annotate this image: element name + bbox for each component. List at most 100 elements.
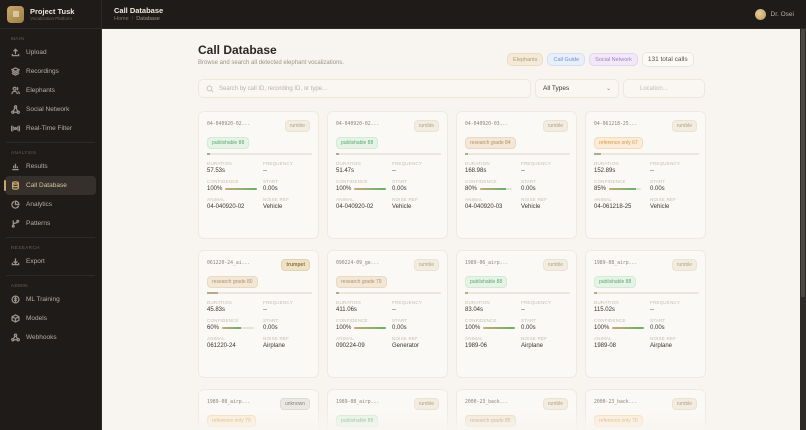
breadcrumb: Home / Database xyxy=(114,15,160,22)
call-card[interactable]: 1989-08_airp... rumble publishable 88 DURAT… xyxy=(585,250,706,378)
confidence-label: CONFIDENCE xyxy=(465,179,497,184)
brain-icon xyxy=(11,295,20,304)
search-icon xyxy=(206,85,214,93)
duration-value: 45.83s xyxy=(207,307,226,313)
call-card[interactable]: 04-040920-02... rumble publishable 88 DURAT… xyxy=(198,111,319,239)
main-area: Call Database Home / Database Dr. Osei Cal… xyxy=(102,0,806,430)
breadcrumb-current: Database xyxy=(136,15,160,22)
search-input[interactable]: Search by call ID, recording ID, or type… xyxy=(198,79,531,98)
duration-label: DURATION xyxy=(336,300,361,305)
location-input[interactable]: Location... xyxy=(623,79,705,98)
users-icon xyxy=(11,86,20,95)
sidebar-item-social-network[interactable]: Social Network xyxy=(5,100,96,119)
call-card[interactable]: 090224-09_ge... rumble research grade 79 DU… xyxy=(327,250,448,378)
confidence-label: CONFIDENCE xyxy=(207,318,239,323)
sidebar-item-label: Results xyxy=(26,163,48,170)
sidebar-item-call-database[interactable]: Call Database xyxy=(4,176,96,195)
duration-value: 57.53s xyxy=(207,168,226,174)
confidence-bar xyxy=(354,327,387,329)
section-label-analysis: ANALYSIS xyxy=(11,150,37,155)
scrollbar[interactable] xyxy=(800,29,806,430)
box-icon xyxy=(11,314,20,323)
duration-label: DURATION xyxy=(465,161,490,166)
call-card[interactable]: 061220-24_ai... trumpet research grade 80 D… xyxy=(198,250,319,378)
radio-icon xyxy=(11,124,20,133)
confidence-label: CONFIDENCE xyxy=(594,179,626,184)
call-type-badge: rumble xyxy=(671,398,697,410)
start-label: START xyxy=(392,318,408,323)
call-type-badge: rumble xyxy=(413,398,439,410)
frequency-value: -- xyxy=(650,307,654,313)
start-label: START xyxy=(521,179,537,184)
avatar xyxy=(754,8,766,20)
type-filter-select[interactable]: All Types ⌄ xyxy=(535,79,619,98)
quality-grade-badge: publishable 88 xyxy=(465,276,508,288)
sidebar-item-patterns[interactable]: Patterns xyxy=(5,214,96,233)
sidebar-item-label: Models xyxy=(26,315,47,322)
elephants-link[interactable]: Elephants xyxy=(507,53,544,66)
call-card[interactable]: 04-040920-02... rumble publishable 88 DURAT… xyxy=(327,111,448,239)
confidence-bar xyxy=(480,188,513,190)
confidence-bar xyxy=(225,188,258,190)
user-menu[interactable]: Dr. Osei xyxy=(754,8,794,20)
sidebar-item-models[interactable]: Models xyxy=(5,309,96,328)
confidence-bar xyxy=(609,188,642,190)
sidebar-item-webhooks[interactable]: Webhooks xyxy=(5,328,96,347)
noise-ref-value: Vehicle xyxy=(263,204,283,210)
call-fields: DURATION 57.53s FREQUENCY -- CONFIDENCE 100% S… xyxy=(207,161,313,211)
noise-ref-label: NOISE REF xyxy=(650,336,677,341)
quality-bar xyxy=(336,153,441,155)
quality-grade-badge: research grade 79 xyxy=(336,276,387,288)
social-network-link[interactable]: Social Network xyxy=(589,53,638,66)
sidebar-item-results[interactable]: Results xyxy=(5,157,96,176)
webhook-icon xyxy=(11,333,20,342)
sidebar-item-label: Export xyxy=(26,258,45,265)
frequency-value: -- xyxy=(263,168,267,174)
duration-value: 51.47s xyxy=(336,168,355,174)
call-card[interactable]: 04-061218-25... rumble reference only 67 DU… xyxy=(585,111,706,239)
frequency-label: FREQUENCY xyxy=(521,300,552,305)
call-card[interactable]: 1989-08_airp... rumble publishable 88 xyxy=(327,389,448,430)
sidebar-item-real-time-filter[interactable]: Real-Time Filter xyxy=(5,119,96,138)
noise-ref-value: Airplane xyxy=(521,343,544,349)
call-card[interactable]: 1989-08_airp... unknown reference only 70 xyxy=(198,389,319,430)
duration-label: DURATION xyxy=(207,300,232,305)
frequency-value: -- xyxy=(392,168,396,174)
sidebar-item-recordings[interactable]: Recordings xyxy=(5,62,96,81)
sidebar-item-elephants[interactable]: Elephants xyxy=(5,81,96,100)
sidebar-item-upload[interactable]: Upload xyxy=(5,43,96,62)
animal-value: 1989-08 xyxy=(594,343,617,349)
brand[interactable]: Project Tusk Vocalization Platform xyxy=(0,0,101,29)
frequency-value: -- xyxy=(521,307,525,313)
duration-label: DURATION xyxy=(465,300,490,305)
sidebar-item-export[interactable]: Export xyxy=(5,252,96,271)
call-card[interactable]: 2000-23_back... rumble reference only 70 xyxy=(585,389,706,430)
call-id: 1989-08_airp... xyxy=(207,400,251,405)
frequency-label: FREQUENCY xyxy=(392,300,423,305)
sidebar-item-analytics[interactable]: Analytics xyxy=(5,195,96,214)
call-guide-link[interactable]: Call Guide xyxy=(547,53,586,66)
confidence-label: CONFIDENCE xyxy=(336,179,368,184)
frequency-label: FREQUENCY xyxy=(263,300,294,305)
noise-ref-label: NOISE REF xyxy=(521,197,548,202)
upload-icon xyxy=(11,48,20,57)
breadcrumb-home[interactable]: Home xyxy=(114,15,129,22)
start-label: START xyxy=(392,179,408,184)
topbar: Call Database Home / Database Dr. Osei xyxy=(102,0,806,29)
topbar-title: Call Database xyxy=(114,5,164,15)
header-actions: Elephants Call Guide Social Network 131 … xyxy=(507,52,694,67)
duration-label: DURATION xyxy=(594,300,619,305)
sidebar-item-ml-training[interactable]: ML Training xyxy=(5,290,96,309)
call-card[interactable]: 04-040920-03... rumble research grade 84 DU… xyxy=(456,111,577,239)
call-card[interactable]: 2000-23_back... rumble research grade 85 xyxy=(456,389,577,430)
quality-bar xyxy=(207,153,312,155)
call-grid: 04-040920-02... rumble publishable 88 DURAT… xyxy=(198,111,706,430)
call-card[interactable]: 1989-06_airp... rumble publishable 88 DURAT… xyxy=(456,250,577,378)
noise-ref-value: Generator xyxy=(392,343,420,349)
scrollbar-thumb[interactable] xyxy=(801,29,805,297)
section-label-main: MAIN xyxy=(11,36,25,41)
call-fields: DURATION 83.04s FREQUENCY -- CONFIDENCE 100% S… xyxy=(465,300,571,350)
noise-ref-label: NOISE REF xyxy=(650,197,677,202)
call-type-badge: rumble xyxy=(542,120,568,132)
